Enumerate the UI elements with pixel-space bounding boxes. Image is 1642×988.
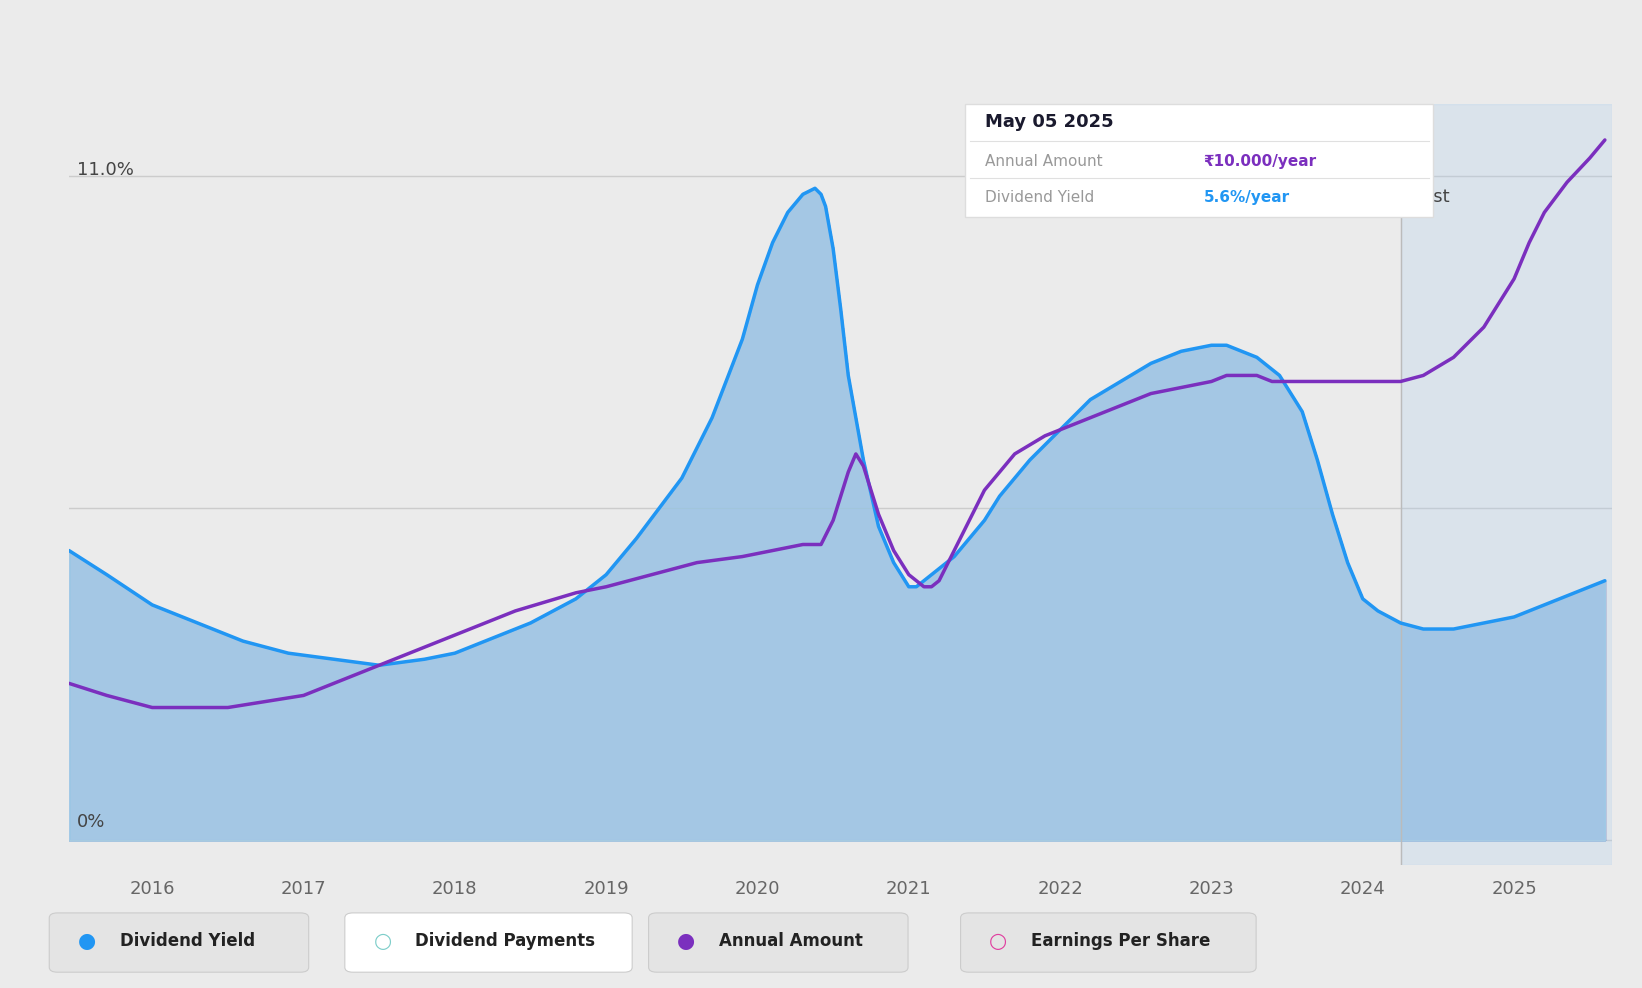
Text: 0%: 0% (77, 813, 105, 831)
Text: 5.6%/year: 5.6%/year (1204, 190, 1289, 206)
Text: ₹10.000/year: ₹10.000/year (1204, 153, 1317, 169)
Text: May 05 2025: May 05 2025 (985, 113, 1113, 130)
Text: ●: ● (677, 931, 696, 950)
Text: ●: ● (77, 931, 97, 950)
Bar (1401, 104, 1612, 864)
Text: Past: Past (1412, 189, 1450, 206)
Text: 11.0%: 11.0% (77, 161, 133, 179)
Text: Annual Amount: Annual Amount (719, 932, 864, 949)
Text: Dividend Yield: Dividend Yield (120, 932, 255, 949)
Text: Earnings Per Share: Earnings Per Share (1031, 932, 1210, 949)
Text: ○: ○ (373, 931, 392, 950)
Text: Dividend Payments: Dividend Payments (415, 932, 596, 949)
Text: Dividend Yield: Dividend Yield (985, 190, 1095, 206)
Text: Annual Amount: Annual Amount (985, 153, 1103, 169)
Text: ○: ○ (988, 931, 1008, 950)
